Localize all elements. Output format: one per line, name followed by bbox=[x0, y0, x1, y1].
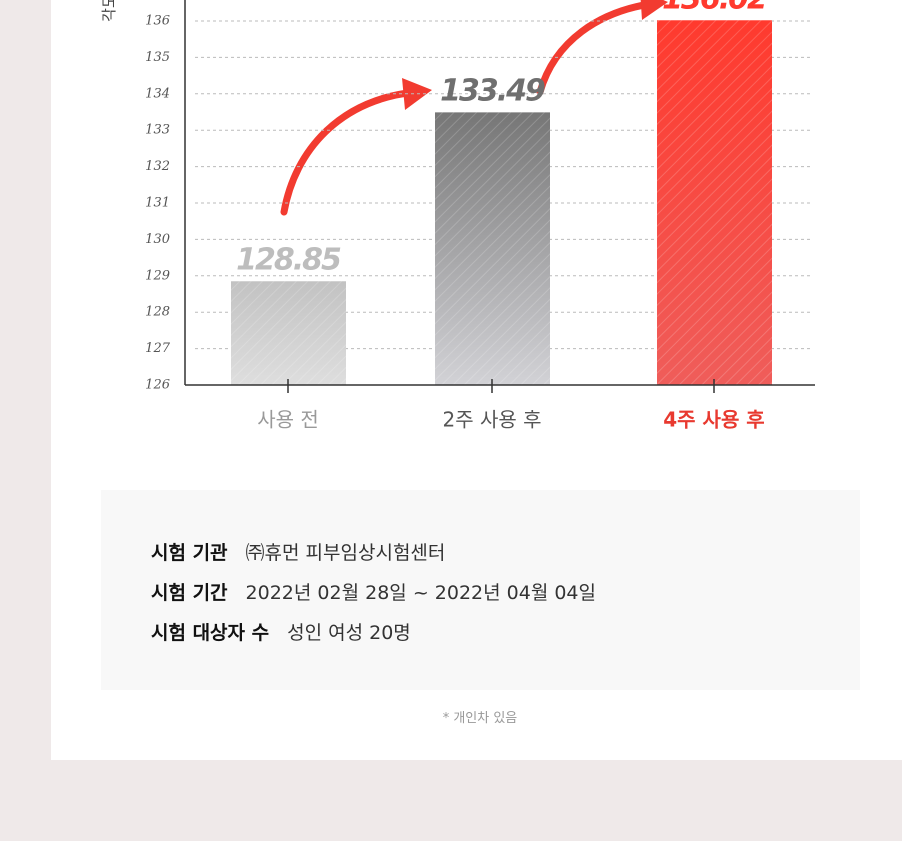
arrow-head bbox=[640, 0, 668, 20]
chart: 각도 126 127 128 129 130 131 132 133 134 135 136 128.… bbox=[100, 0, 815, 432]
info-label: 시험 기관 bbox=[151, 542, 228, 564]
info-label: 시험 대상자 수 bbox=[151, 622, 270, 644]
x-tick-label: 사용 전 bbox=[257, 408, 319, 432]
arrow bbox=[280, 88, 419, 216]
value-label: 136.02 bbox=[662, 0, 767, 16]
y-tick-label: 133 bbox=[145, 123, 170, 138]
y-tick-label: 136 bbox=[145, 14, 170, 29]
info-row: 시험 기간 2022년 02월 28일 ~ 2022년 04월 04일 bbox=[151, 578, 596, 605]
y-tick-label: 129 bbox=[145, 268, 170, 283]
info-value: 성인 여성 20명 bbox=[287, 622, 411, 644]
y-tick-label: 128 bbox=[145, 305, 170, 320]
y-tick-label: 131 bbox=[145, 196, 170, 211]
y-tick-label: 135 bbox=[145, 50, 170, 65]
bar-hatch bbox=[435, 112, 550, 385]
y-tick-label: 126 bbox=[145, 378, 170, 393]
footnote: * 개인차 있음 bbox=[442, 711, 518, 726]
bar-hatch bbox=[657, 20, 772, 385]
bar-hatch bbox=[231, 281, 346, 385]
x-tick-label: 4주 사용 후 bbox=[663, 408, 764, 432]
y-tick-label: 134 bbox=[145, 86, 170, 101]
info-row: 시험 기관 ㈜휴먼 피부임상시험센터 bbox=[151, 538, 445, 565]
y-tick-label: 130 bbox=[145, 232, 170, 247]
arrow bbox=[536, 0, 654, 96]
value-label: 128.85 bbox=[236, 242, 341, 277]
info-value: ㈜휴먼 피부임상시험센터 bbox=[245, 542, 446, 564]
y-axis-label: 각도 bbox=[100, 0, 118, 22]
info-value: 2022년 02월 28일 ~ 2022년 04월 04일 bbox=[245, 582, 596, 604]
value-label: 133.49 bbox=[440, 73, 545, 108]
y-tick-label: 132 bbox=[145, 159, 170, 174]
info-label: 시험 기간 bbox=[151, 582, 228, 604]
x-tick-label: 2주 사용 후 bbox=[442, 408, 541, 432]
info-row: 시험 대상자 수 성인 여성 20명 bbox=[151, 618, 411, 645]
y-tick-label: 127 bbox=[145, 341, 171, 356]
